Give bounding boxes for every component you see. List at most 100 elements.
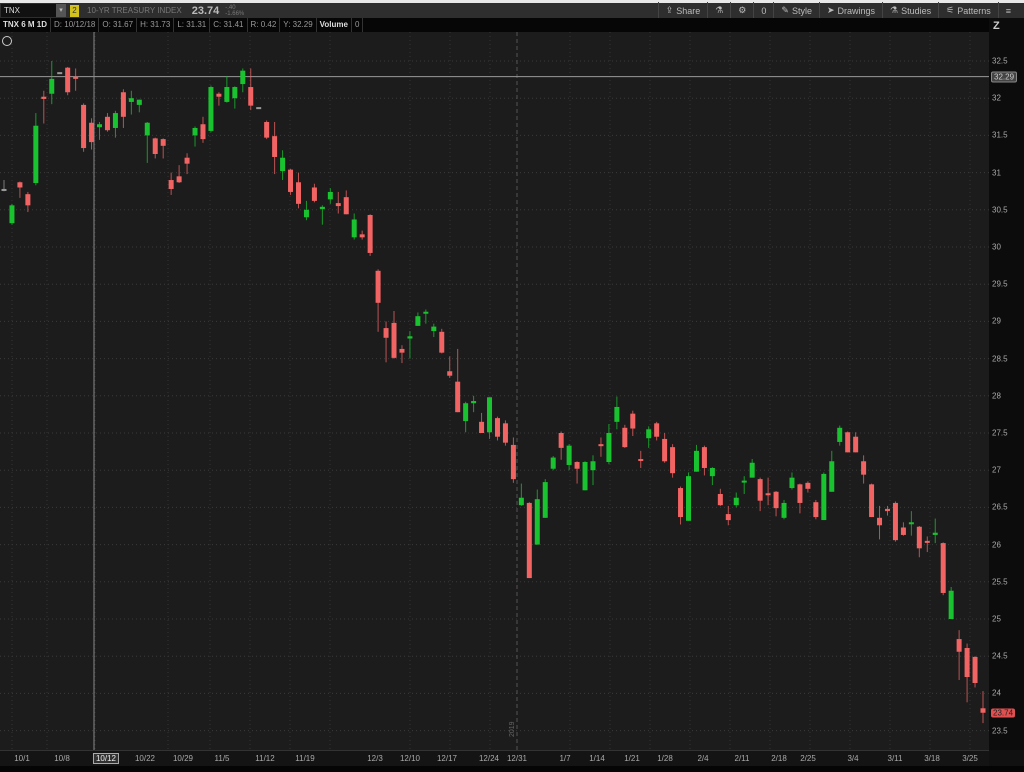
candle-body: [33, 125, 39, 184]
candle-body: [940, 543, 946, 593]
candle-body: [725, 514, 731, 521]
menu-button[interactable]: ≡: [997, 1, 1018, 20]
share-button[interactable]: ⇪ Share: [657, 1, 708, 20]
candle-body: [693, 450, 699, 472]
candle-body: [303, 209, 309, 218]
candle-body: [813, 502, 819, 518]
candle-body: [264, 122, 270, 138]
candle-body: [829, 461, 835, 492]
date-tick-label: 12/24: [478, 754, 500, 763]
zoom-icon[interactable]: Z: [993, 20, 1000, 32]
candle-body: [877, 517, 883, 526]
candle-body: [335, 203, 341, 207]
candle-body: [622, 427, 628, 448]
price-axis[interactable]: Z 32.5 32 31.5 31 30.5 30 29.5 29 28.5 28 27.5 27 26…: [989, 18, 1024, 750]
candle-body: [964, 648, 970, 678]
info-open: O: 31.67: [99, 18, 138, 32]
price-tick-label: 28.5: [992, 354, 1008, 364]
date-tick-label: 11/19: [295, 754, 315, 763]
date-tick-label: 3/4: [847, 754, 859, 763]
time-axis[interactable]: 10/1 10/8 10/12 10/22 10/29 11/5 11/12 11/19 12/…: [0, 750, 989, 766]
price-tick-label: 32: [992, 93, 1001, 103]
candle-body: [479, 421, 485, 433]
candle-body: [900, 527, 906, 535]
candle-body: [518, 497, 524, 506]
candle-body: [510, 444, 516, 480]
flask-button[interactable]: ⚗: [707, 1, 730, 20]
settings-button[interactable]: ⚙: [730, 1, 753, 20]
link-group-badge[interactable]: 2: [70, 4, 79, 17]
candle-body: [359, 234, 365, 238]
date-tick-label: 10/22: [134, 754, 156, 763]
style-button[interactable]: ✎ Style: [773, 1, 819, 20]
candle-body: [757, 479, 763, 501]
date-tick-label: 10/12: [92, 753, 120, 764]
patterns-label: Patterns: [957, 5, 991, 16]
candle-body: [200, 124, 206, 140]
candle-body: [399, 348, 405, 353]
candle-body: [534, 499, 540, 545]
candle-body: [638, 459, 644, 462]
cursor-icon: ➤: [826, 5, 835, 15]
candle-body: [924, 540, 930, 543]
candle-body: [367, 215, 373, 253]
candle-body: [383, 328, 389, 338]
zero-button[interactable]: 0: [753, 1, 773, 20]
date-tick-label: 12/10: [399, 754, 421, 763]
candle-body: [89, 122, 95, 143]
candle-body: [797, 484, 803, 503]
candle-body: [160, 139, 166, 146]
candle-body: [423, 311, 429, 314]
year-marker-label: 2019: [509, 721, 516, 737]
price-tick-label: 26: [992, 540, 1001, 550]
candle-body: [447, 371, 453, 376]
date-tick-label: 2/11: [734, 754, 750, 763]
date-tick-label: 1/28: [657, 754, 673, 763]
price-tick-label: 27: [992, 465, 1001, 475]
candle-body: [789, 477, 795, 489]
share-label: Share: [676, 5, 701, 16]
candle-body: [574, 462, 580, 469]
info-date: D: 10/12/18: [51, 18, 100, 32]
patterns-button[interactable]: ⚟ Patterns: [938, 1, 998, 20]
date-tick-label: 12/31: [506, 754, 528, 763]
symbol-dropdown-icon[interactable]: ▾: [56, 4, 66, 17]
candle-body: [606, 433, 612, 463]
candle-body: [558, 433, 564, 448]
date-tick-label: 3/11: [887, 754, 903, 763]
candle-body: [972, 656, 978, 683]
candle-body: [861, 461, 867, 475]
candle-body: [916, 526, 922, 549]
candle-body: [232, 87, 238, 99]
drawings-button[interactable]: ➤ Drawings: [818, 1, 882, 20]
flask-icon: ⚗: [890, 5, 899, 15]
candle-body: [152, 138, 158, 154]
price-chart[interactable]: 2019: [0, 32, 989, 750]
candle-body: [892, 502, 898, 541]
last-price: 23.74: [191, 4, 220, 17]
top-toolbar: TNX ▾ 2 10-YR TREASURY INDEX 23.74 -.40-…: [0, 0, 1024, 20]
candle-body: [431, 326, 437, 332]
candle-body: [614, 406, 620, 422]
candle-body: [701, 447, 707, 468]
candle-body: [272, 136, 278, 157]
gear-icon: ⚙: [738, 5, 747, 15]
candle-body: [582, 462, 588, 491]
candle-body: [136, 99, 142, 105]
candle-body: [144, 122, 150, 136]
candle-body: [295, 182, 301, 204]
candle-body: [590, 461, 596, 471]
candle-body: [57, 72, 63, 75]
price-tick-label: 30.5: [992, 205, 1008, 215]
candle-body: [956, 639, 962, 652]
date-tick-label: 11/12: [255, 754, 275, 763]
info-bar: TNX 6 M 1D D: 10/12/18 O: 31.67 H: 31.73…: [0, 18, 989, 32]
candle-body: [216, 93, 222, 97]
candle-body: [343, 197, 349, 215]
studies-button[interactable]: ⚗ Studies: [882, 1, 938, 20]
candle-body: [439, 331, 445, 353]
flask-icon: ⚗: [715, 5, 724, 15]
symbol-input[interactable]: TNX: [1, 4, 56, 17]
candlestick-chart[interactable]: 2019: [0, 32, 989, 750]
patterns-icon: ⚟: [946, 5, 955, 15]
